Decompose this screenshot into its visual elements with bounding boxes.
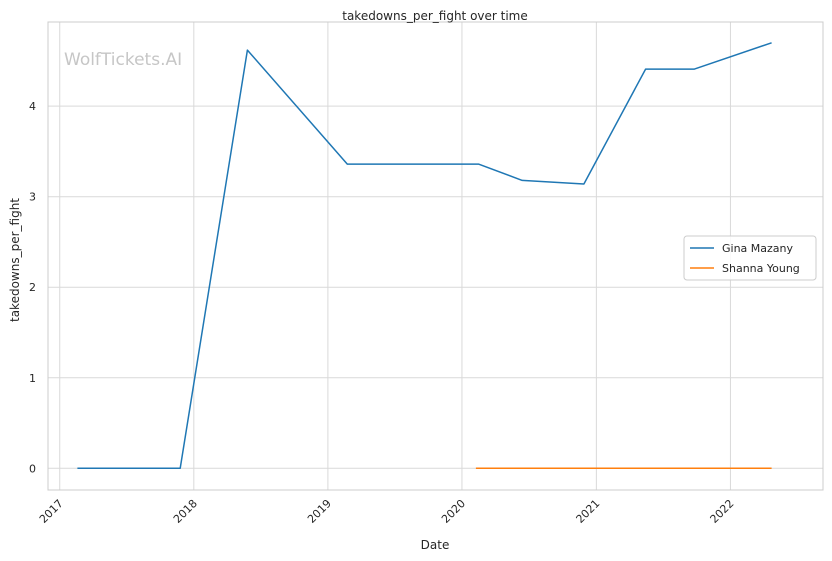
chart-title: takedowns_per_fight over time bbox=[342, 9, 528, 23]
x-tick-label: 2017 bbox=[37, 497, 66, 526]
y-tick-label: 0 bbox=[29, 462, 36, 475]
x-tick-label: 2018 bbox=[171, 497, 200, 526]
y-tick-label: 2 bbox=[29, 281, 36, 294]
grid bbox=[48, 22, 823, 490]
watermark: WolfTickets.AI bbox=[64, 50, 182, 70]
y-tick-label: 3 bbox=[29, 191, 36, 204]
x-tick-label: 2020 bbox=[439, 497, 468, 526]
x-tick-label: 2021 bbox=[574, 497, 603, 526]
series-layer bbox=[77, 42, 772, 470]
x-tick-label: 2022 bbox=[708, 497, 737, 526]
y-tick-label: 1 bbox=[29, 372, 36, 385]
y-tick-label: 4 bbox=[29, 100, 36, 113]
series-line-gina-mazany bbox=[77, 42, 772, 470]
x-axis-label: Date bbox=[421, 538, 450, 552]
legend-label-shanna-young: Shanna Young bbox=[722, 262, 800, 275]
axes-frame bbox=[47, 21, 824, 491]
legend-label-gina-mazany: Gina Mazany bbox=[722, 242, 794, 255]
x-tick-label: 2019 bbox=[305, 497, 334, 526]
legend-box bbox=[683, 235, 817, 281]
legend: Gina Mazany Shanna Young bbox=[683, 235, 817, 281]
y-axis-label: takedowns_per_fight bbox=[8, 198, 22, 322]
